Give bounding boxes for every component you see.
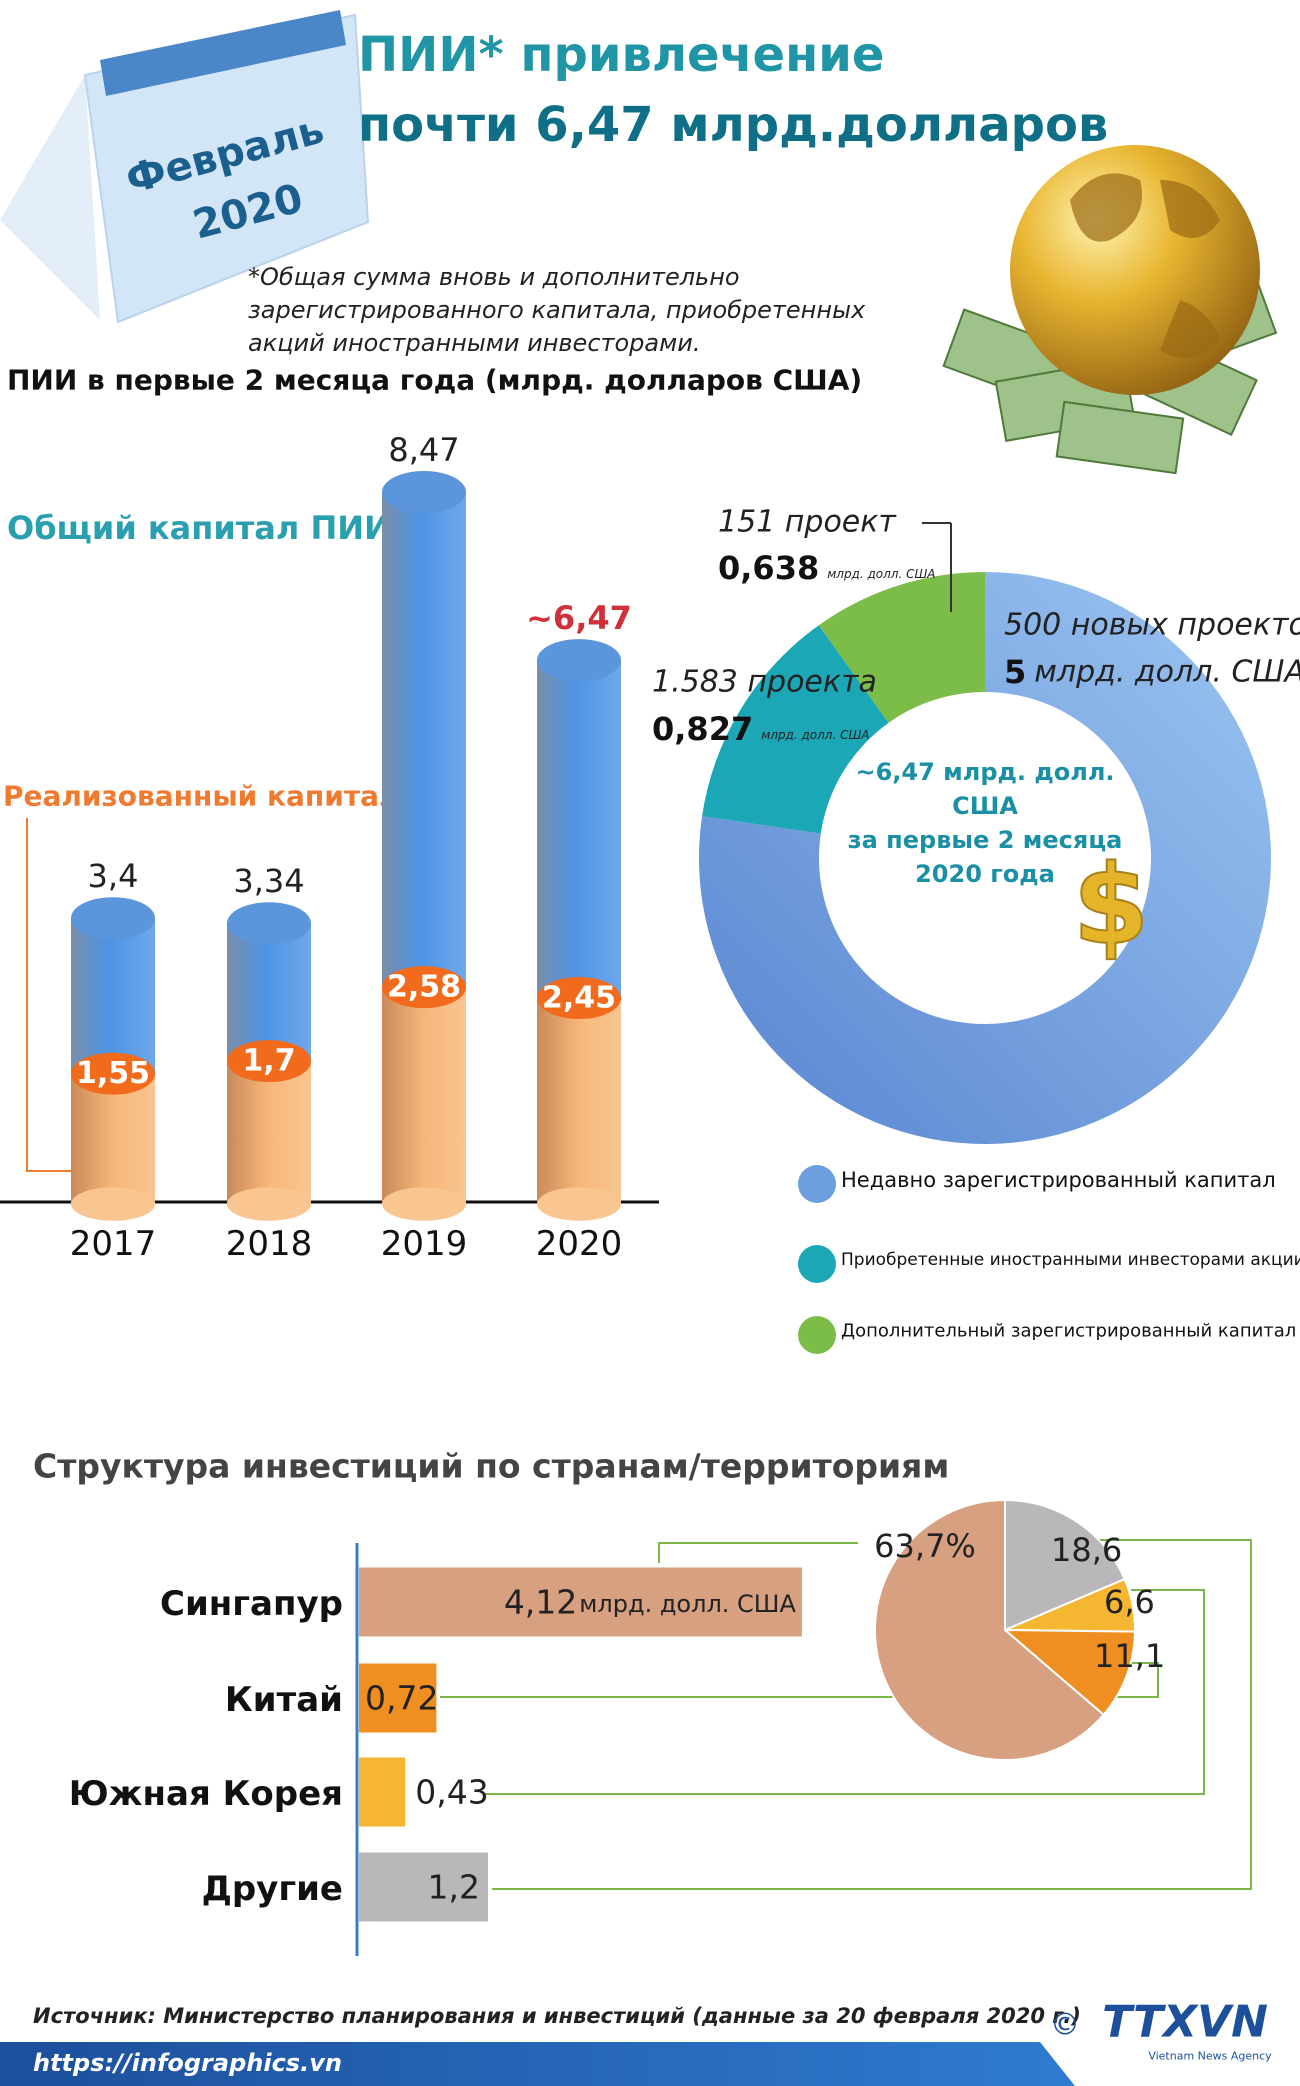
value-label: 3,34 (233, 862, 304, 900)
value-label: 63,7% (874, 1527, 976, 1565)
pie-slice (874, 1498, 1106, 1761)
value-label: 2,58 (387, 970, 461, 1005)
bar-cap (382, 966, 466, 1009)
y-tick-label: Китай (225, 1680, 343, 1720)
connector-lines (440, 1539, 1252, 1890)
value-label: 8,47 (388, 431, 459, 469)
bar-bottom (71, 1187, 155, 1221)
project-label: 500 новых проектов (1004, 608, 1300, 643)
unit-label: млрд. долл. США (579, 1590, 796, 1618)
value-label: 3,4 (88, 857, 139, 895)
source: Источник: Министерство планирования и ин… (33, 2004, 1081, 2028)
title: ПИИ* привлечение (358, 27, 884, 83)
globe-illustration (942, 145, 1278, 475)
x-tick-label: 2019 (381, 1224, 468, 1264)
center-label: ~6,47 млрд. долл. (855, 758, 1114, 786)
bar-bottom (382, 1187, 466, 1221)
value-label: 4,12 (504, 1583, 577, 1622)
value-label: 5 (1004, 653, 1026, 691)
bar-cap (71, 1052, 155, 1095)
logo: TTXVN (1102, 1997, 1268, 2048)
unit-label: млрд. долл. США (827, 567, 935, 581)
legend-swatch (798, 1316, 836, 1354)
value-label: 18,6 (1051, 1531, 1122, 1569)
logo-subtitle: Vietnam News Agency (1148, 2050, 1272, 2063)
legend-label: Приобретенные иностранными инвесторами а… (841, 1250, 1300, 1270)
value-label: 0,43 (415, 1773, 488, 1812)
calendar: Февраль 2020 (0, 10, 370, 324)
center-label: за первые 2 месяца (848, 826, 1123, 854)
footnote: зарегистрированного капитала, приобретен… (248, 296, 866, 324)
legend-swatch (798, 1165, 836, 1203)
project-label: 151 проект (718, 505, 897, 540)
value-label: 11,1 (1094, 1637, 1165, 1675)
bracket (26, 818, 80, 1172)
legend-label: Дополнительный зарегистрированный капита… (841, 1321, 1296, 1342)
value-label: 6,6 (1104, 1583, 1155, 1621)
value-label: 1,55 (76, 1056, 150, 1091)
project-label: 1.583 проекта (652, 665, 877, 700)
footnote: акций иностранными инвесторами. (248, 329, 700, 357)
bar-cap (71, 897, 155, 940)
copyright: © (1050, 2008, 1080, 2043)
value-label: 0,638 (718, 549, 819, 587)
y-tick-label: Сингапур (160, 1584, 343, 1624)
bar-bottom (537, 1187, 621, 1221)
bar-cap (537, 639, 621, 682)
footer-band (0, 2042, 1075, 2086)
bar-cap (537, 977, 621, 1020)
value-label: 1,7 (242, 1044, 295, 1079)
bar (359, 1567, 802, 1637)
dollar-icon: $ (1073, 841, 1150, 969)
donut-segment (818, 572, 985, 723)
bar-bottom (227, 1187, 311, 1221)
value-label: 1,2 (428, 1868, 480, 1907)
bar (537, 998, 621, 1204)
center-label: США (952, 792, 1018, 820)
center-label: 2020 года (915, 860, 1055, 888)
value-label: 0,72 (365, 1679, 438, 1718)
x-tick-label: 2020 (536, 1224, 623, 1264)
y-tick-label: Южная Корея (69, 1774, 343, 1814)
legend-swatch (798, 1245, 836, 1283)
url: https://infographics.vn (33, 2049, 342, 2077)
value-label: 0,827 (652, 710, 753, 748)
bar (382, 987, 466, 1204)
bar (359, 1757, 406, 1827)
value-label: ~6,47 (526, 599, 632, 637)
donut-segment (702, 625, 889, 834)
bar-cap (227, 1040, 311, 1083)
bar-cap (382, 471, 466, 514)
legend-label: Общий капитал ПИИ (7, 509, 391, 547)
pie-slice (1004, 1498, 1126, 1632)
legend-label: Реализованный капитал (3, 780, 400, 813)
pie-slice (1002, 1628, 1137, 1717)
donut-segment (699, 572, 1271, 1145)
legend-label: Недавно зарегистрированный капитал (841, 1168, 1276, 1192)
title: почти 6,47 млрд.долларов (358, 97, 1108, 153)
chart-title: Структура инвестиций по странам/территор… (33, 1447, 949, 1486)
unit-label: млрд. долл. США (1034, 655, 1300, 690)
bar-cap (227, 902, 311, 945)
unit-label: млрд. долл. США (761, 728, 869, 742)
bar (359, 1852, 488, 1922)
bar (359, 1663, 437, 1733)
y-tick-label: Другие (202, 1869, 343, 1909)
footnote: *Общая сумма вновь и дополнительно (248, 263, 740, 291)
x-tick-label: 2017 (70, 1224, 157, 1264)
x-tick-label: 2018 (226, 1224, 313, 1264)
value-label: 2,45 (542, 981, 616, 1016)
chart-title: ПИИ в первые 2 месяца года (млрд. доллар… (7, 364, 862, 397)
bar (227, 1061, 311, 1204)
bar (71, 1073, 155, 1204)
